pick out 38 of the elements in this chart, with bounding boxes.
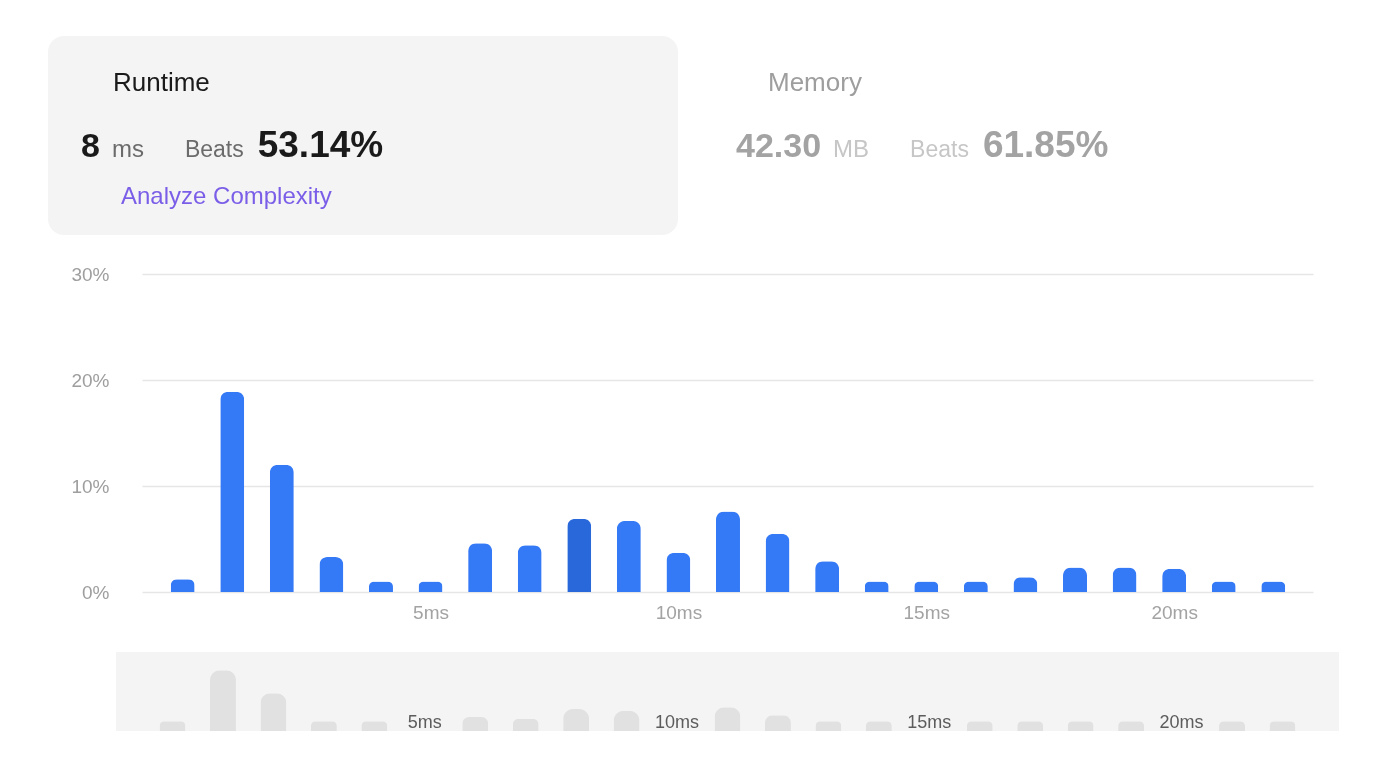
text: ms xyxy=(111,135,144,162)
x-tick-label: 20ms xyxy=(1151,601,1198,623)
x-tick-label: 20ms xyxy=(1159,711,1204,732)
text: Beats xyxy=(184,136,244,162)
bar xyxy=(815,561,840,592)
bar xyxy=(269,464,294,592)
bar xyxy=(1112,567,1137,592)
x-tick-label: 5ms xyxy=(413,601,450,623)
bar xyxy=(260,693,287,731)
y-tick-label: 10% xyxy=(71,475,110,497)
text: Analyze Complexity xyxy=(121,182,332,209)
bar xyxy=(209,670,236,731)
bar xyxy=(716,511,740,592)
bar xyxy=(220,391,245,592)
bar xyxy=(517,545,542,592)
bar xyxy=(765,533,790,592)
x-tick-label: 10ms xyxy=(655,601,703,623)
text: 8 xyxy=(81,126,100,164)
text: 42.30 xyxy=(736,126,822,164)
bar xyxy=(567,518,592,592)
text: Beats xyxy=(910,136,969,162)
x-tick-label: 15ms xyxy=(903,601,951,623)
x-tick-label: 5ms xyxy=(407,711,442,732)
x-tick-label: 10ms xyxy=(655,711,700,732)
text: Memory xyxy=(768,67,862,97)
text: Runtime xyxy=(113,67,210,97)
y-tick-label: 20% xyxy=(71,369,110,391)
bar xyxy=(319,557,344,592)
text: 53.14% xyxy=(257,124,384,165)
text: MB xyxy=(833,135,870,162)
x-tick-label: 15ms xyxy=(907,711,952,732)
y-tick-label: 30% xyxy=(71,263,110,285)
text: 61.85% xyxy=(982,124,1109,165)
bar xyxy=(666,552,691,592)
bar xyxy=(468,543,493,592)
y-tick-label: 0% xyxy=(82,581,110,603)
bar xyxy=(616,520,641,592)
bar xyxy=(512,718,539,731)
